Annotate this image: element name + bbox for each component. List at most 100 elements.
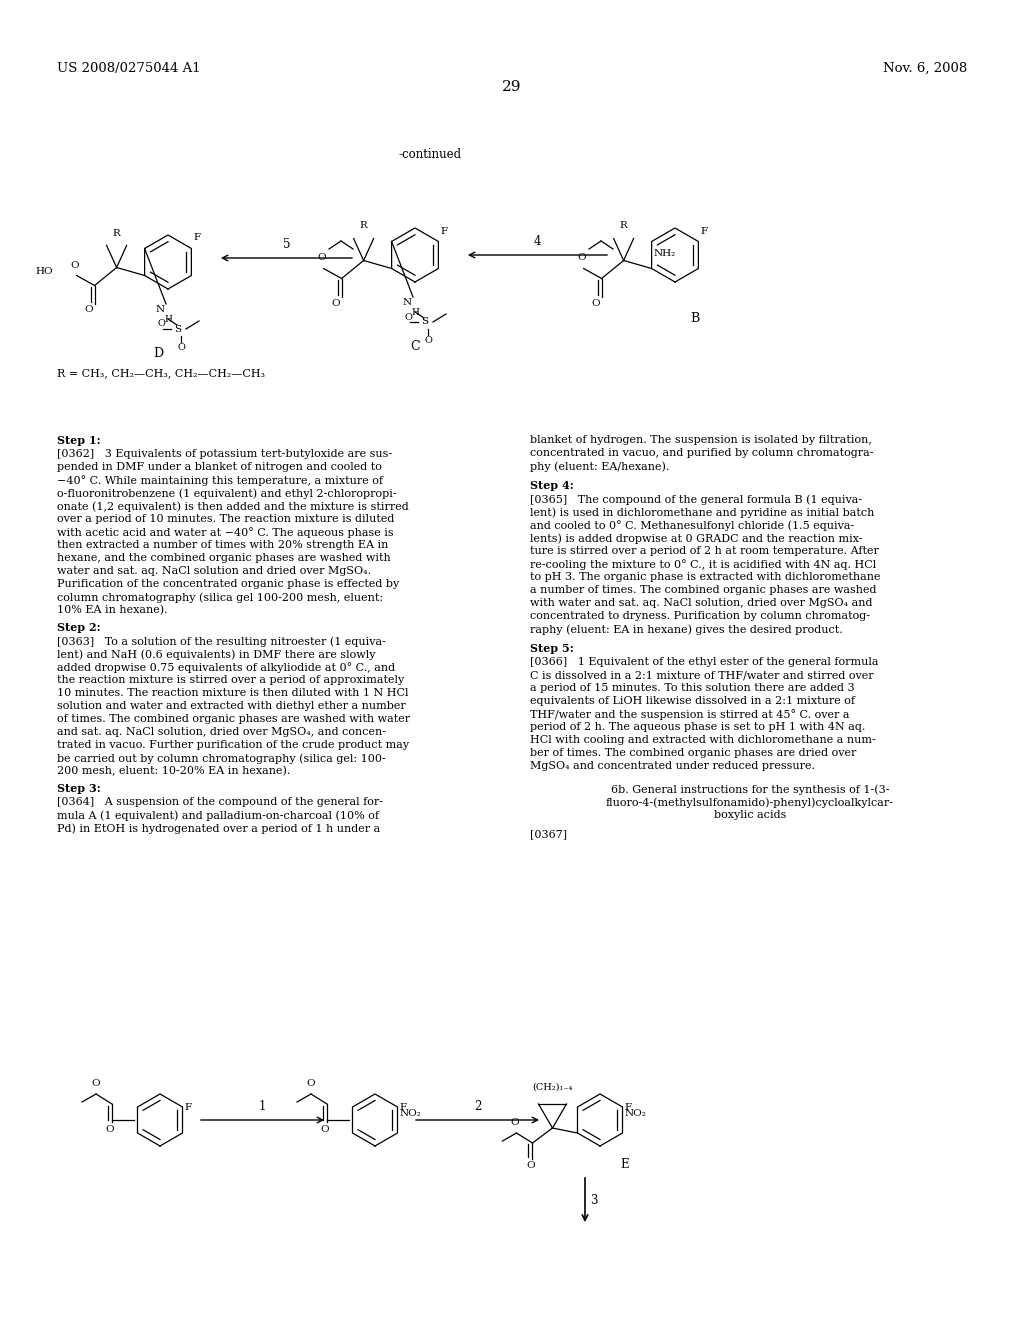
Text: O: O — [510, 1118, 519, 1127]
Text: S: S — [422, 318, 429, 326]
Text: N: N — [402, 298, 412, 308]
Text: [0363]   To a solution of the resulting nitroester (1 equiva-: [0363] To a solution of the resulting ni… — [57, 636, 386, 647]
Text: O: O — [591, 298, 600, 308]
Text: (CH₂)₁₋₄: (CH₂)₁₋₄ — [532, 1082, 572, 1092]
Text: R: R — [620, 222, 628, 231]
Text: US 2008/0275044 A1: US 2008/0275044 A1 — [57, 62, 201, 75]
Text: Step 4:: Step 4: — [530, 480, 573, 491]
Text: boxylic acids: boxylic acids — [714, 810, 786, 820]
Text: S: S — [174, 325, 181, 334]
Text: R: R — [113, 228, 121, 238]
Text: F: F — [184, 1104, 191, 1111]
Text: blanket of hydrogen. The suspension is isolated by filtration,: blanket of hydrogen. The suspension is i… — [530, 436, 871, 445]
Text: B: B — [690, 312, 699, 325]
Text: lent) is used in dichloromethane and pyridine as initial batch: lent) is used in dichloromethane and pyr… — [530, 507, 874, 517]
Text: pended in DMF under a blanket of nitrogen and cooled to: pended in DMF under a blanket of nitroge… — [57, 462, 382, 473]
Text: ture is stirred over a period of 2 h at room temperature. After: ture is stirred over a period of 2 h at … — [530, 546, 879, 556]
Text: Step 3:: Step 3: — [57, 783, 100, 795]
Text: phy (eluent: EA/hexane).: phy (eluent: EA/hexane). — [530, 461, 670, 471]
Text: N: N — [156, 305, 165, 314]
Text: O: O — [92, 1078, 100, 1088]
Text: O: O — [306, 1078, 315, 1088]
Text: NH₂: NH₂ — [653, 249, 676, 259]
Text: o-fluoronitrobenzene (1 equivalent) and ethyl 2-chloropropi-: o-fluoronitrobenzene (1 equivalent) and … — [57, 488, 396, 499]
Text: a period of 15 minutes. To this solution there are added 3: a period of 15 minutes. To this solution… — [530, 682, 855, 693]
Text: E: E — [620, 1158, 629, 1171]
Text: F: F — [440, 227, 447, 235]
Text: 10% EA in hexane).: 10% EA in hexane). — [57, 605, 168, 615]
Text: re-cooling the mixture to 0° C., it is acidified with 4N aq. HCl: re-cooling the mixture to 0° C., it is a… — [530, 558, 877, 570]
Text: Purification of the concentrated organic phase is effected by: Purification of the concentrated organic… — [57, 579, 399, 589]
Text: with water and sat. aq. NaCl solution, dried over MgSO₄ and: with water and sat. aq. NaCl solution, d… — [530, 598, 872, 609]
Text: water and sat. aq. NaCl solution and dried over MgSO₄.: water and sat. aq. NaCl solution and dri… — [57, 566, 371, 576]
Text: NO₂: NO₂ — [399, 1109, 422, 1118]
Text: O: O — [332, 298, 340, 308]
Text: and sat. aq. NaCl solution, dried over MgSO₄, and concen-: and sat. aq. NaCl solution, dried over M… — [57, 727, 386, 737]
Text: the reaction mixture is stirred over a period of approximately: the reaction mixture is stirred over a p… — [57, 675, 404, 685]
Text: trated in vacuo. Further purification of the crude product may: trated in vacuo. Further purification of… — [57, 741, 410, 750]
Text: H: H — [164, 315, 172, 323]
Text: O: O — [321, 1125, 330, 1134]
Text: onate (1,2 equivalent) is then added and the mixture is stirred: onate (1,2 equivalent) is then added and… — [57, 502, 409, 512]
Text: −40° C. While maintaining this temperature, a mixture of: −40° C. While maintaining this temperatu… — [57, 475, 383, 486]
Text: O: O — [424, 337, 432, 345]
Text: 5: 5 — [283, 238, 290, 251]
Text: [0364]   A suspension of the compound of the general for-: [0364] A suspension of the compound of t… — [57, 797, 383, 807]
Text: 29: 29 — [502, 81, 522, 94]
Text: 4: 4 — [534, 235, 542, 248]
Text: O: O — [317, 253, 326, 263]
Text: 200 mesh, eluent: 10-20% EA in hexane).: 200 mesh, eluent: 10-20% EA in hexane). — [57, 766, 291, 776]
Text: THF/water and the suspension is stirred at 45° C. over a: THF/water and the suspension is stirred … — [530, 709, 850, 719]
Text: O: O — [157, 319, 165, 329]
Text: O: O — [84, 305, 93, 314]
Text: raphy (eluent: EA in hexane) gives the desired product.: raphy (eluent: EA in hexane) gives the d… — [530, 624, 843, 635]
Text: Step 5:: Step 5: — [530, 643, 573, 653]
Text: column chromatography (silica gel 100-200 mesh, eluent:: column chromatography (silica gel 100-20… — [57, 591, 383, 602]
Text: concentrated in vacuo, and purified by column chromatogra-: concentrated in vacuo, and purified by c… — [530, 447, 873, 458]
Text: over a period of 10 minutes. The reaction mixture is diluted: over a period of 10 minutes. The reactio… — [57, 513, 394, 524]
Text: 3: 3 — [590, 1193, 597, 1206]
Text: O: O — [404, 313, 412, 322]
Text: O: O — [578, 253, 586, 263]
Text: Nov. 6, 2008: Nov. 6, 2008 — [883, 62, 967, 75]
Text: R = CH₃, CH₂—CH₃, CH₂—CH₂—CH₃: R = CH₃, CH₂—CH₃, CH₂—CH₂—CH₃ — [57, 368, 265, 378]
Text: MgSO₄ and concentrated under reduced pressure.: MgSO₄ and concentrated under reduced pre… — [530, 762, 815, 771]
Text: period of 2 h. The aqueous phase is set to pH 1 with 4N aq.: period of 2 h. The aqueous phase is set … — [530, 722, 865, 733]
Text: and cooled to 0° C. Methanesulfonyl chloride (1.5 equiva-: and cooled to 0° C. Methanesulfonyl chlo… — [530, 520, 854, 531]
Text: with acetic acid and water at −40° C. The aqueous phase is: with acetic acid and water at −40° C. Th… — [57, 527, 393, 537]
Text: 10 minutes. The reaction mixture is then diluted with 1 N HCl: 10 minutes. The reaction mixture is then… — [57, 688, 409, 698]
Text: hexane, and the combined organic phases are washed with: hexane, and the combined organic phases … — [57, 553, 391, 564]
Text: mula A (1 equivalent) and palladium-on-charcoal (10% of: mula A (1 equivalent) and palladium-on-c… — [57, 810, 379, 821]
Text: Pd) in EtOH is hydrogenated over a period of 1 h under a: Pd) in EtOH is hydrogenated over a perio… — [57, 822, 380, 833]
Text: O: O — [177, 343, 185, 352]
Text: lent) and NaH (0.6 equivalents) in DMF there are slowly: lent) and NaH (0.6 equivalents) in DMF t… — [57, 649, 376, 660]
Text: fluoro-4-(methylsulfonamido)-phenyl)cycloalkylcar-: fluoro-4-(methylsulfonamido)-phenyl)cycl… — [606, 797, 894, 808]
Text: F: F — [399, 1104, 407, 1111]
Text: 6b. General instructions for the synthesis of 1-(3-: 6b. General instructions for the synthes… — [610, 784, 889, 795]
Text: concentrated to dryness. Purification by column chromatog-: concentrated to dryness. Purification by… — [530, 611, 870, 620]
Text: 1: 1 — [259, 1100, 266, 1113]
Text: F: F — [625, 1104, 632, 1111]
Text: O: O — [105, 1125, 115, 1134]
Text: equivalents of LiOH likewise dissolved in a 2:1 mixture of: equivalents of LiOH likewise dissolved i… — [530, 696, 855, 706]
Text: of times. The combined organic phases are washed with water: of times. The combined organic phases ar… — [57, 714, 411, 723]
Text: C: C — [411, 341, 420, 352]
Text: [0362]   3 Equivalents of potassium tert-butyloxide are sus-: [0362] 3 Equivalents of potassium tert-b… — [57, 449, 392, 459]
Text: F: F — [700, 227, 708, 235]
Text: -continued: -continued — [398, 148, 462, 161]
Text: a number of times. The combined organic phases are washed: a number of times. The combined organic … — [530, 585, 877, 595]
Text: to pH 3. The organic phase is extracted with dichloromethane: to pH 3. The organic phase is extracted … — [530, 572, 881, 582]
Text: O: O — [71, 260, 79, 269]
Text: [0366]   1 Equivalent of the ethyl ester of the general formula: [0366] 1 Equivalent of the ethyl ester o… — [530, 657, 879, 667]
Text: Step 1:: Step 1: — [57, 436, 100, 446]
Text: O: O — [526, 1162, 535, 1170]
Text: HCl with cooling and extracted with dichloromethane a num-: HCl with cooling and extracted with dich… — [530, 735, 876, 744]
Text: HO: HO — [35, 267, 52, 276]
Text: F: F — [194, 234, 201, 243]
Text: then extracted a number of times with 20% strength EA in: then extracted a number of times with 20… — [57, 540, 388, 550]
Text: added dropwise 0.75 equivalents of alkyliodide at 0° C., and: added dropwise 0.75 equivalents of alkyl… — [57, 663, 395, 673]
Text: C is dissolved in a 2:1 mixture of THF/water and stirred over: C is dissolved in a 2:1 mixture of THF/w… — [530, 671, 873, 680]
Text: lents) is added dropwise at 0 GRADC and the reaction mix-: lents) is added dropwise at 0 GRADC and … — [530, 533, 862, 544]
Text: H: H — [411, 308, 419, 317]
Text: [0367]: [0367] — [530, 829, 567, 840]
